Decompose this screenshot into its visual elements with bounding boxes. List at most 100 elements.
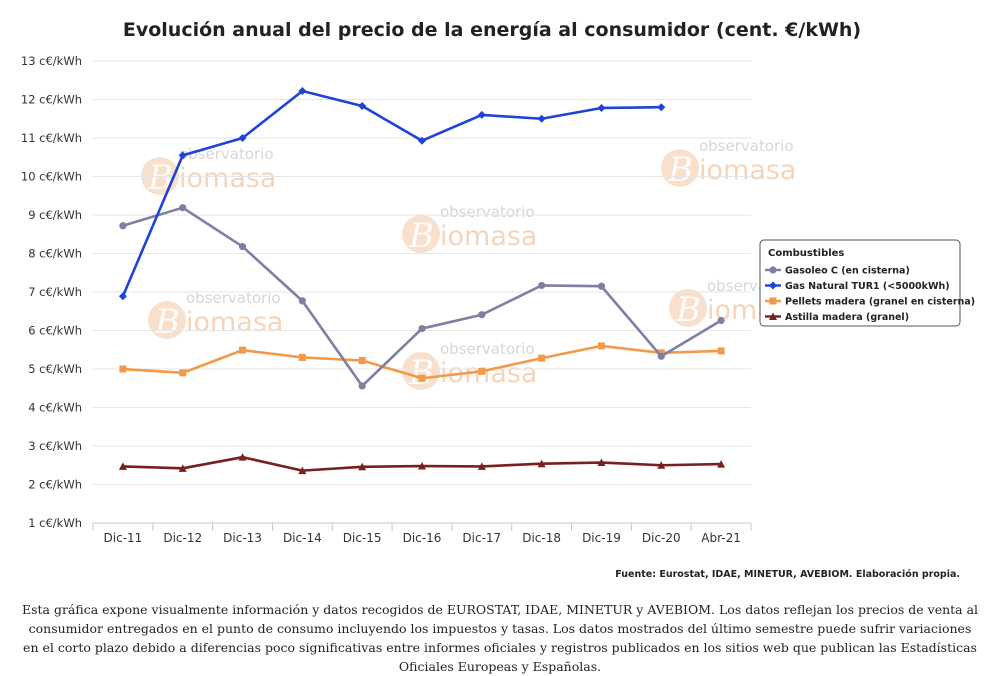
legend-box	[759, 239, 961, 327]
watermark-line1: observatorio	[440, 203, 535, 221]
x-tick-label: Dic-17	[462, 531, 501, 545]
legend-item-label: Astilla madera (granel)	[785, 312, 909, 323]
watermark-line2: iomasa	[186, 307, 283, 338]
watermark-line1: observatorio	[186, 289, 281, 307]
data-point	[597, 342, 605, 350]
data-point	[239, 346, 247, 354]
data-point	[418, 136, 426, 145]
data-point	[298, 466, 307, 475]
data-point	[179, 204, 187, 212]
data-point	[298, 353, 306, 361]
data-point	[477, 462, 486, 470]
y-tick-label: 7 c€/kWh	[28, 285, 82, 299]
watermark-line2: iomasa	[440, 221, 537, 252]
data-point	[298, 87, 307, 96]
watermark-line2: iomasa	[179, 163, 276, 194]
data-point	[538, 281, 546, 290]
data-point	[537, 459, 546, 468]
data-point	[118, 462, 127, 470]
x-axis: Dic-11 Dic-12 Dic-13 Dic-14 Dic-15 Dic-16 Dic-…	[92, 522, 752, 545]
y-tick-label: 3 c€/kWh	[28, 439, 82, 453]
y-tick-label: 13 c€/kWh	[21, 54, 82, 68]
x-tick-label: Dic-13	[223, 531, 262, 545]
y-tick-label: 1 c€/kWh	[28, 516, 82, 530]
x-tick-label: Dic-16	[403, 531, 442, 545]
x-tick-label: Dic-19	[582, 531, 621, 545]
data-point	[717, 347, 725, 355]
data-point	[358, 102, 367, 111]
watermark-circle	[661, 149, 699, 187]
y-axis-tick-labels: 1 c€/kWh 2 c€/kWh 3 c€/kWh 4 c€/kWh 5 c€/kWh…	[21, 54, 82, 530]
chart-title: Evolución anual del precio de la energía…	[123, 19, 861, 41]
data-point	[418, 374, 426, 382]
data-point	[238, 242, 247, 251]
data-point	[717, 316, 725, 325]
y-tick-label: 5 c€/kWh	[28, 362, 82, 376]
x-tick-label: Dic-11	[104, 531, 143, 545]
y-tick-label: 11 c€/kWh	[21, 131, 82, 145]
legend-title: Combustibles	[768, 248, 844, 259]
series-1	[118, 87, 666, 301]
series-0	[119, 204, 725, 390]
legend: Combustibles Gasoleo C (en cisterna) Gas …	[759, 239, 975, 327]
y-tick-label: 6 c€/kWh	[28, 324, 82, 338]
watermark-line1: observatorio	[699, 137, 794, 155]
watermark-line1: observatorio	[440, 340, 535, 358]
data-point	[238, 453, 247, 461]
legend-item[interactable]: Gasoleo C (en cisterna)	[765, 266, 910, 277]
data-point	[538, 354, 546, 362]
x-tick-label: Dic-14	[283, 531, 322, 545]
watermark-circle	[402, 215, 440, 253]
price-evolution-chart: Evolución anual del precio de la energía…	[21, 19, 975, 545]
legend-items: Gasoleo C (en cisterna) Gas Natural TUR1 …	[765, 266, 975, 323]
legend-swatch-marker	[769, 312, 777, 320]
legend-item-label: Gas Natural TUR1 (<5000kWh)	[785, 281, 950, 292]
series-layer	[118, 87, 726, 475]
data-point	[657, 103, 666, 112]
data-point	[298, 297, 306, 305]
legend-item[interactable]: Pellets madera (granel en cisterna)	[765, 297, 975, 308]
data-point	[477, 110, 486, 119]
watermark-circle	[669, 289, 707, 327]
data-point	[178, 464, 187, 472]
legend-item[interactable]: Gas Natural TUR1 (<5000kWh)	[765, 281, 950, 292]
data-point	[418, 324, 426, 333]
description-note: Esta gráfica expone visualmente informac…	[21, 602, 979, 674]
watermark-circle	[402, 352, 440, 390]
data-point	[597, 103, 606, 112]
x-tick-label: Abr-21	[701, 531, 741, 545]
y-tick-label: 12 c€/kWh	[21, 93, 82, 107]
data-point	[478, 367, 486, 375]
data-point	[358, 462, 367, 471]
x-tick-label: Dic-12	[163, 531, 202, 545]
x-tick-label: Dic-20	[642, 531, 681, 545]
y-tick-label: 10 c€/kWh	[21, 170, 82, 184]
watermark-line1: observatorio	[179, 145, 274, 163]
data-point	[537, 114, 546, 123]
watermark-letter: B	[147, 158, 173, 198]
legend-item-label: Pellets madera (granel en cisterna)	[785, 297, 975, 308]
watermark-letter: B	[408, 216, 434, 256]
watermark-letter: B	[675, 290, 701, 330]
x-tick-label: Dic-18	[522, 531, 561, 545]
legend-item[interactable]: Astilla madera (granel)	[765, 312, 909, 323]
data-point	[657, 461, 666, 469]
data-point	[179, 369, 187, 377]
data-point	[717, 460, 726, 468]
watermark-letter: B	[408, 353, 434, 393]
data-point	[657, 352, 665, 360]
y-gridlines	[93, 60, 751, 485]
data-point	[597, 458, 606, 467]
data-point	[358, 357, 366, 365]
data-point	[358, 382, 366, 390]
watermark-letter: B	[154, 302, 180, 342]
watermark-layer: BobservatorioiomasaBobservatorioiomasaBo…	[141, 137, 804, 393]
data-point	[119, 222, 127, 230]
legend-item-label: Gasoleo C (en cisterna)	[785, 266, 910, 277]
data-point	[478, 311, 486, 319]
